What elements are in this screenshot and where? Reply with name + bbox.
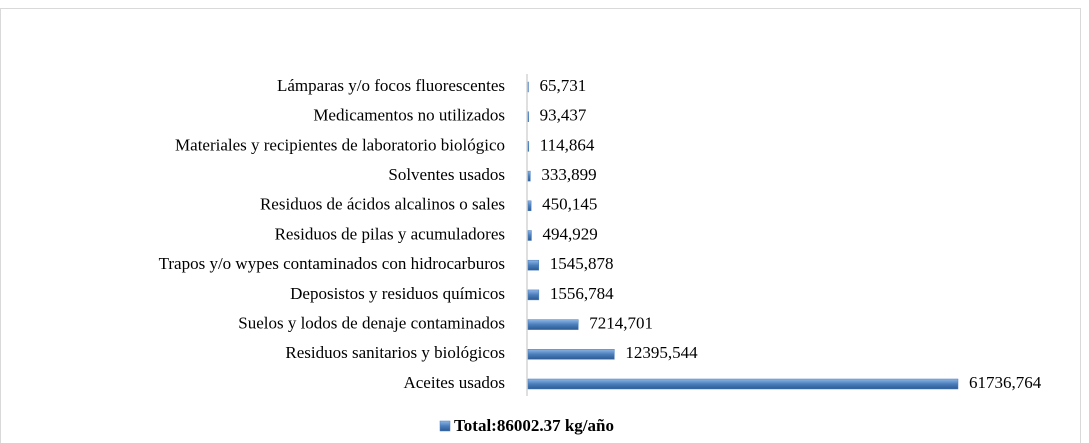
bar (527, 230, 532, 241)
category-label: Aceites usados (403, 373, 505, 392)
category-label: Residuos de pilas y acumuladores (275, 224, 505, 243)
value-label: 114,864 (540, 135, 595, 154)
category-label: Materiales y recipientes de laboratorio … (175, 135, 505, 154)
bar (527, 141, 530, 152)
legend-marker (439, 420, 451, 432)
value-label: 1545,878 (550, 254, 614, 273)
value-label: 12395,544 (625, 343, 698, 362)
value-label: 494,929 (542, 224, 597, 243)
value-label: 450,145 (542, 195, 597, 214)
value-label: 1556,784 (550, 284, 614, 303)
bar (527, 349, 615, 360)
bar (527, 319, 579, 330)
legend-label: Total:86002.37 kg/año (454, 416, 614, 435)
bar (527, 200, 532, 212)
category-label: Residuos de ácidos alcalinos o sales (260, 195, 505, 214)
category-label: Lámparas y/o focos fluorescentes (277, 76, 505, 95)
value-label: 93,437 (540, 106, 587, 125)
bar (527, 289, 540, 301)
bar (527, 111, 529, 122)
category-label: Medicamentos no utilizados (313, 106, 505, 125)
value-label: 61736,764 (969, 373, 1042, 392)
value-label: 333,899 (541, 165, 596, 184)
value-label: 65,731 (539, 76, 586, 95)
category-label: Deposistos y residuos químicos (290, 284, 505, 303)
bar (527, 170, 531, 182)
category-label: Residuos sanitarios y biológicos (285, 343, 505, 362)
category-label: Solventes usados (388, 165, 505, 184)
bar (527, 378, 959, 390)
category-label: Trapos y/o wypes contaminados con hidroc… (159, 254, 505, 273)
category-label: Suelos y lodos de denaje contaminados (238, 314, 505, 333)
value-label: 7214,701 (589, 314, 653, 333)
bar (527, 259, 540, 271)
chart-frame (0, 8, 1081, 443)
